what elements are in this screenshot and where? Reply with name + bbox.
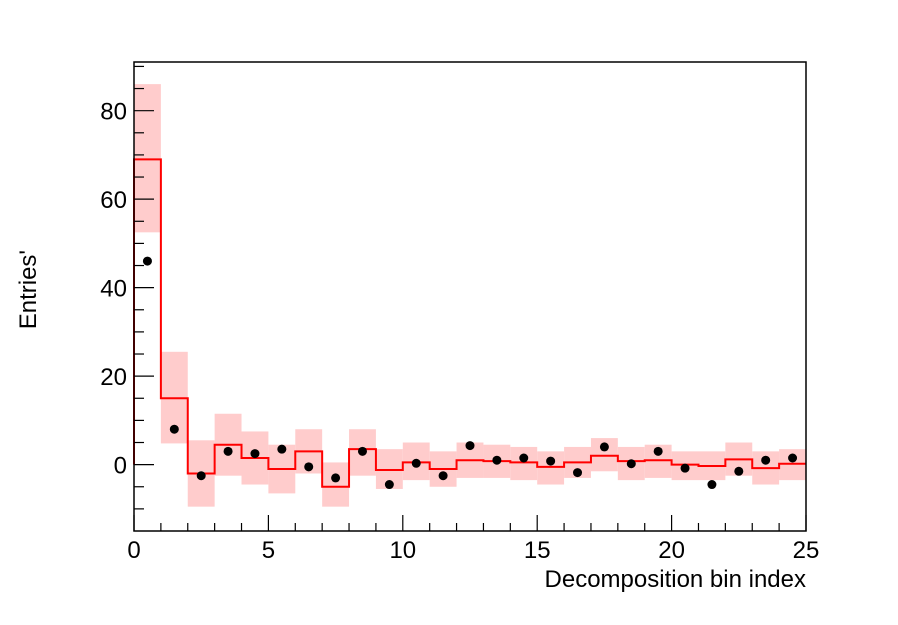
data-point-8	[357, 446, 367, 456]
error-band-14	[510, 446, 538, 481]
y-tick-label: 0	[114, 453, 127, 480]
step-histogram	[133, 158, 806, 488]
y-axis-title: Entries'	[15, 250, 42, 329]
y-tick-label: 80	[100, 99, 127, 126]
y-axis-ticks: 0 20 40 60 80	[100, 65, 154, 510]
error-band-7	[322, 462, 350, 507]
y-tick-label: 40	[100, 276, 127, 303]
error-band-15	[537, 451, 565, 485]
data-point-22	[734, 466, 744, 476]
data-point-23	[761, 455, 771, 465]
data-point-12	[465, 441, 475, 451]
x-tick-label: 15	[524, 537, 551, 564]
data-point-10	[411, 458, 421, 468]
data-point-20	[680, 463, 690, 473]
y-tick-label: 60	[100, 187, 127, 214]
data-point-11	[438, 471, 448, 481]
x-tick-label: 10	[389, 537, 416, 564]
data-points	[142, 256, 798, 490]
data-point-2	[196, 471, 206, 481]
x-tick-label: 0	[127, 537, 140, 564]
x-axis-title: Decomposition bin index	[545, 566, 806, 593]
step-line	[133, 158, 806, 488]
plot-frame	[133, 61, 807, 532]
data-point-9	[384, 480, 394, 490]
data-point-16	[573, 468, 583, 478]
data-point-19	[653, 446, 663, 456]
error-band-0	[134, 84, 161, 233]
data-point-17	[599, 442, 609, 452]
data-point-24	[788, 453, 798, 463]
x-tick-label: 20	[658, 537, 685, 564]
plot-border	[133, 61, 807, 532]
data-point-0	[142, 256, 152, 266]
data-point-14	[519, 453, 529, 463]
data-point-6	[304, 462, 314, 472]
x-axis-ticks: 0 5 10 15 20 25	[127, 515, 819, 564]
data-point-7	[331, 473, 341, 483]
data-point-18	[626, 459, 636, 469]
x-tick-label: 25	[793, 537, 820, 564]
data-point-5	[277, 444, 287, 454]
data-point-4	[250, 449, 260, 459]
y-tick-label: 20	[100, 364, 127, 391]
data-point-15	[546, 456, 556, 466]
x-tick-label: 5	[262, 537, 275, 564]
data-point-21	[707, 480, 717, 490]
data-point-3	[223, 446, 233, 456]
data-point-13	[492, 455, 502, 465]
data-point-1	[169, 424, 179, 434]
